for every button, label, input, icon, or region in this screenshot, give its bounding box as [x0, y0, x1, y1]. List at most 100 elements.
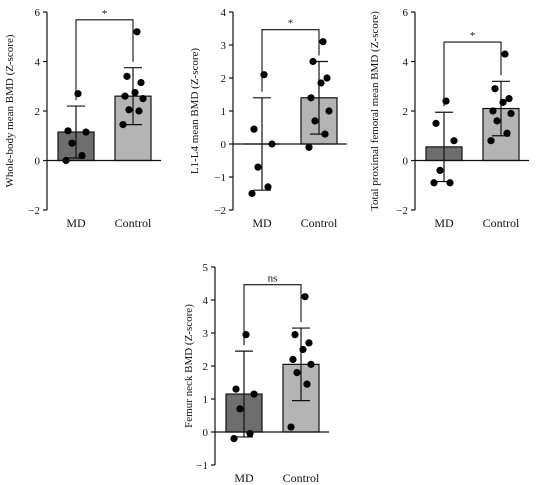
y-tick-label: 0	[221, 139, 227, 151]
data-point	[82, 128, 90, 136]
data-point	[135, 107, 143, 115]
data-point	[305, 143, 313, 151]
data-point	[319, 38, 327, 46]
data-point	[507, 109, 515, 118]
y-tick-label: 3	[203, 328, 209, 340]
significance-label: *	[288, 18, 294, 30]
y-axis-title: Total proximal femoral mean BMD (Z-score…	[369, 11, 381, 211]
data-point	[307, 360, 315, 368]
data-point	[125, 106, 133, 114]
data-point	[505, 95, 513, 103]
data-point	[489, 107, 497, 115]
category-label: Control	[301, 216, 338, 230]
data-point	[293, 369, 301, 377]
data-point	[446, 179, 454, 187]
data-point	[311, 117, 319, 125]
y-tick-label: 2	[221, 73, 227, 85]
y-tick-label: 4	[403, 57, 409, 69]
y-tick-label: 3	[221, 40, 227, 52]
chart-panel-2: MD Control −2 −1 0 1 2 3 4 L1-L4 mean BMD (Z-scor…	[189, 7, 347, 230]
error-bar-control	[124, 67, 142, 126]
y-tick-label: 1	[221, 106, 227, 118]
data-point	[307, 94, 315, 102]
category-label: Control	[283, 471, 320, 485]
data-point	[232, 385, 240, 393]
data-point	[119, 121, 127, 129]
data-point	[248, 189, 256, 198]
data-point	[137, 78, 145, 87]
significance-bracket: ns	[243, 273, 302, 346]
data-point	[301, 293, 309, 301]
chart-panel-4: MD Control −1 0 1 2 3 4 5 Femur neck BMD (Z-score…	[183, 262, 329, 485]
data-point	[493, 117, 501, 125]
data-point	[491, 85, 499, 93]
y-tick-label: 1	[203, 394, 209, 406]
significance-bracket: *	[75, 8, 134, 101]
category-label: Control	[115, 216, 152, 230]
data-point	[133, 28, 141, 36]
data-point	[250, 390, 258, 398]
data-point	[430, 179, 438, 187]
y-tick-label: −2	[214, 205, 226, 217]
data-point	[254, 163, 262, 171]
y-tick-label: 0	[35, 156, 41, 168]
data-point	[287, 423, 295, 431]
data-point	[317, 79, 325, 87]
category-label: Control	[483, 216, 520, 230]
data-point	[139, 95, 147, 103]
data-point	[501, 50, 509, 58]
y-tick-label: 2	[35, 106, 41, 118]
significance-label: *	[102, 8, 108, 20]
data-point	[246, 430, 254, 438]
data-point	[236, 405, 244, 413]
y-tick-label: 0	[403, 156, 409, 168]
y-tick-label: 5	[203, 262, 209, 274]
y-axis-title: Femur neck BMD (Z-score)	[183, 304, 195, 428]
data-point	[123, 72, 131, 80]
data-point	[289, 355, 297, 363]
y-tick-label: 6	[403, 7, 409, 19]
error-bar-control	[292, 327, 310, 402]
data-point	[323, 74, 331, 82]
data-point	[309, 57, 317, 66]
data-point	[503, 129, 511, 137]
data-point	[432, 119, 440, 127]
category-label: MD	[252, 216, 272, 230]
y-tick-label: 0	[203, 427, 209, 439]
category-label: MD	[234, 471, 254, 485]
data-point	[264, 183, 272, 191]
data-point	[230, 435, 238, 443]
data-point	[305, 339, 313, 347]
category-label: MD	[434, 216, 454, 230]
data-point	[291, 331, 299, 339]
chart-panel-3: MD Control −2 0 2 4 6 Total proximal femoral me…	[369, 7, 529, 230]
y-tick-label: −2	[28, 205, 40, 217]
y-tick-label: 2	[203, 361, 209, 373]
data-point	[436, 166, 444, 174]
significance-bracket: *	[443, 30, 502, 107]
data-point	[499, 98, 507, 106]
significance-label: ns	[268, 273, 278, 285]
y-tick-label: −2	[396, 205, 408, 217]
y-tick-label: −1	[214, 172, 226, 184]
category-label: MD	[66, 216, 86, 230]
data-point	[487, 137, 495, 145]
y-tick-label: 2	[403, 106, 409, 118]
significance-label: *	[470, 30, 476, 42]
data-point	[64, 127, 72, 135]
data-point	[121, 92, 129, 100]
y-tick-label: 4	[221, 7, 227, 19]
y-tick-label: 6	[35, 7, 41, 19]
data-point	[303, 380, 311, 388]
significance-bracket: *	[261, 18, 320, 92]
data-point	[68, 139, 76, 147]
data-point	[250, 125, 258, 133]
y-tick-label: 4	[203, 295, 209, 307]
data-point	[299, 345, 307, 354]
y-axis-title: L1-L4 mean BMD (Z-score)	[189, 48, 201, 174]
data-point	[450, 137, 458, 145]
data-point	[131, 88, 139, 97]
data-point	[325, 107, 333, 115]
data-point	[321, 130, 329, 138]
